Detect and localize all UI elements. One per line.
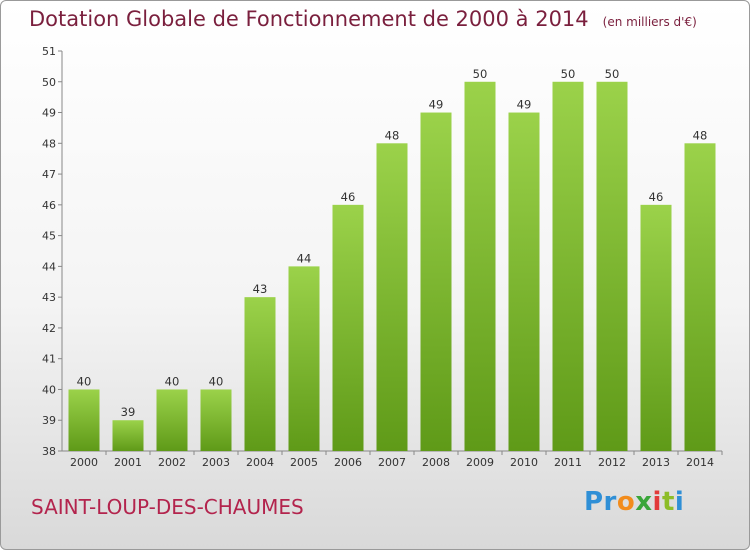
data-label-2003: 40 xyxy=(209,374,224,388)
y-tick-label: 41 xyxy=(42,353,56,366)
data-label-2009: 50 xyxy=(473,67,488,81)
data-label-2000: 40 xyxy=(77,374,92,388)
bar-2003 xyxy=(200,389,232,451)
x-tick-label: 2003 xyxy=(202,456,230,469)
data-labels: 40 39 40 40 43 44 46 48 49 50 49 50 50 46 48 xyxy=(77,67,708,419)
chart-title-text: Dotation Globale de Fonctionnement de 20… xyxy=(29,7,589,31)
x-tick-label: 2009 xyxy=(466,456,494,469)
bar-2004 xyxy=(244,297,276,451)
bar-2014 xyxy=(684,143,716,452)
bar-2011 xyxy=(552,81,584,452)
logo-part: o xyxy=(616,487,636,517)
bar-2005 xyxy=(288,266,320,451)
bar-2009 xyxy=(464,81,496,452)
proxiti-logo: Proxiti xyxy=(584,487,684,517)
y-tick-label: 50 xyxy=(42,76,56,89)
bar-2010 xyxy=(508,112,540,452)
data-label-2013: 46 xyxy=(649,190,664,204)
y-tick-label: 45 xyxy=(42,230,56,243)
y-tick-label: 46 xyxy=(42,199,56,212)
data-label-2011: 50 xyxy=(561,67,576,81)
data-label-2008: 49 xyxy=(429,98,444,112)
x-tick-label: 2008 xyxy=(422,456,450,469)
x-tick-label: 2004 xyxy=(246,456,274,469)
bars xyxy=(68,81,716,452)
x-tick-label: 2010 xyxy=(510,456,538,469)
y-tick-label: 47 xyxy=(42,168,56,181)
y-tick-label: 40 xyxy=(42,383,56,396)
x-tick-label: 2002 xyxy=(158,456,186,469)
bar-2012 xyxy=(596,81,628,452)
y-tick-label: 44 xyxy=(42,260,56,273)
x-tick-label: 2006 xyxy=(334,456,362,469)
data-label-2014: 48 xyxy=(693,128,708,142)
bar-2008 xyxy=(420,112,452,452)
data-label-2010: 49 xyxy=(517,98,532,112)
x-tick-label: 2000 xyxy=(70,456,98,469)
bar-2000 xyxy=(68,389,100,451)
bar-2006 xyxy=(332,204,364,451)
y-tick-label: 38 xyxy=(42,445,56,458)
chart-title: Dotation Globale de Fonctionnement de 20… xyxy=(29,7,697,31)
x-tick-label: 2011 xyxy=(554,456,582,469)
y-tick-label: 43 xyxy=(42,291,56,304)
data-label-2012: 50 xyxy=(605,67,620,81)
unit-note: (en milliers d'€) xyxy=(602,15,697,29)
logo-part: i xyxy=(652,487,662,517)
data-label-2007: 48 xyxy=(385,128,400,142)
data-label-2001: 39 xyxy=(121,405,136,419)
logo-part: i xyxy=(674,487,685,517)
y-tick-label: 39 xyxy=(42,414,56,427)
data-label-2005: 44 xyxy=(297,251,312,265)
axes: 38 39 40 41 42 43 44 45 46 47 48 49 50 51 2000 2001 2002… xyxy=(42,45,723,469)
x-tick-label: 2007 xyxy=(378,456,406,469)
data-label-2002: 40 xyxy=(165,374,180,388)
y-tick-label: 42 xyxy=(42,322,56,335)
logo-part: Pr xyxy=(584,487,617,517)
y-tick-label: 49 xyxy=(42,107,56,120)
x-tick-label: 2013 xyxy=(642,456,670,469)
logo-part: t xyxy=(661,487,675,517)
x-tick-label: 2001 xyxy=(114,456,142,469)
bar-2007 xyxy=(376,143,408,452)
x-tick-label: 2014 xyxy=(686,456,714,469)
x-tick-label: 2005 xyxy=(290,456,318,469)
bar-2001 xyxy=(112,420,144,451)
y-tick-label: 51 xyxy=(42,45,56,58)
logo-part: x xyxy=(635,487,653,517)
bar-2002 xyxy=(156,389,188,451)
x-tick-label: 2012 xyxy=(598,456,626,469)
data-label-2006: 46 xyxy=(341,190,356,204)
data-label-2004: 43 xyxy=(253,282,268,296)
y-tick-label: 48 xyxy=(42,137,56,150)
city-name: SAINT-LOUP-DES-CHAUMES xyxy=(31,495,304,519)
bar-2013 xyxy=(640,204,672,451)
